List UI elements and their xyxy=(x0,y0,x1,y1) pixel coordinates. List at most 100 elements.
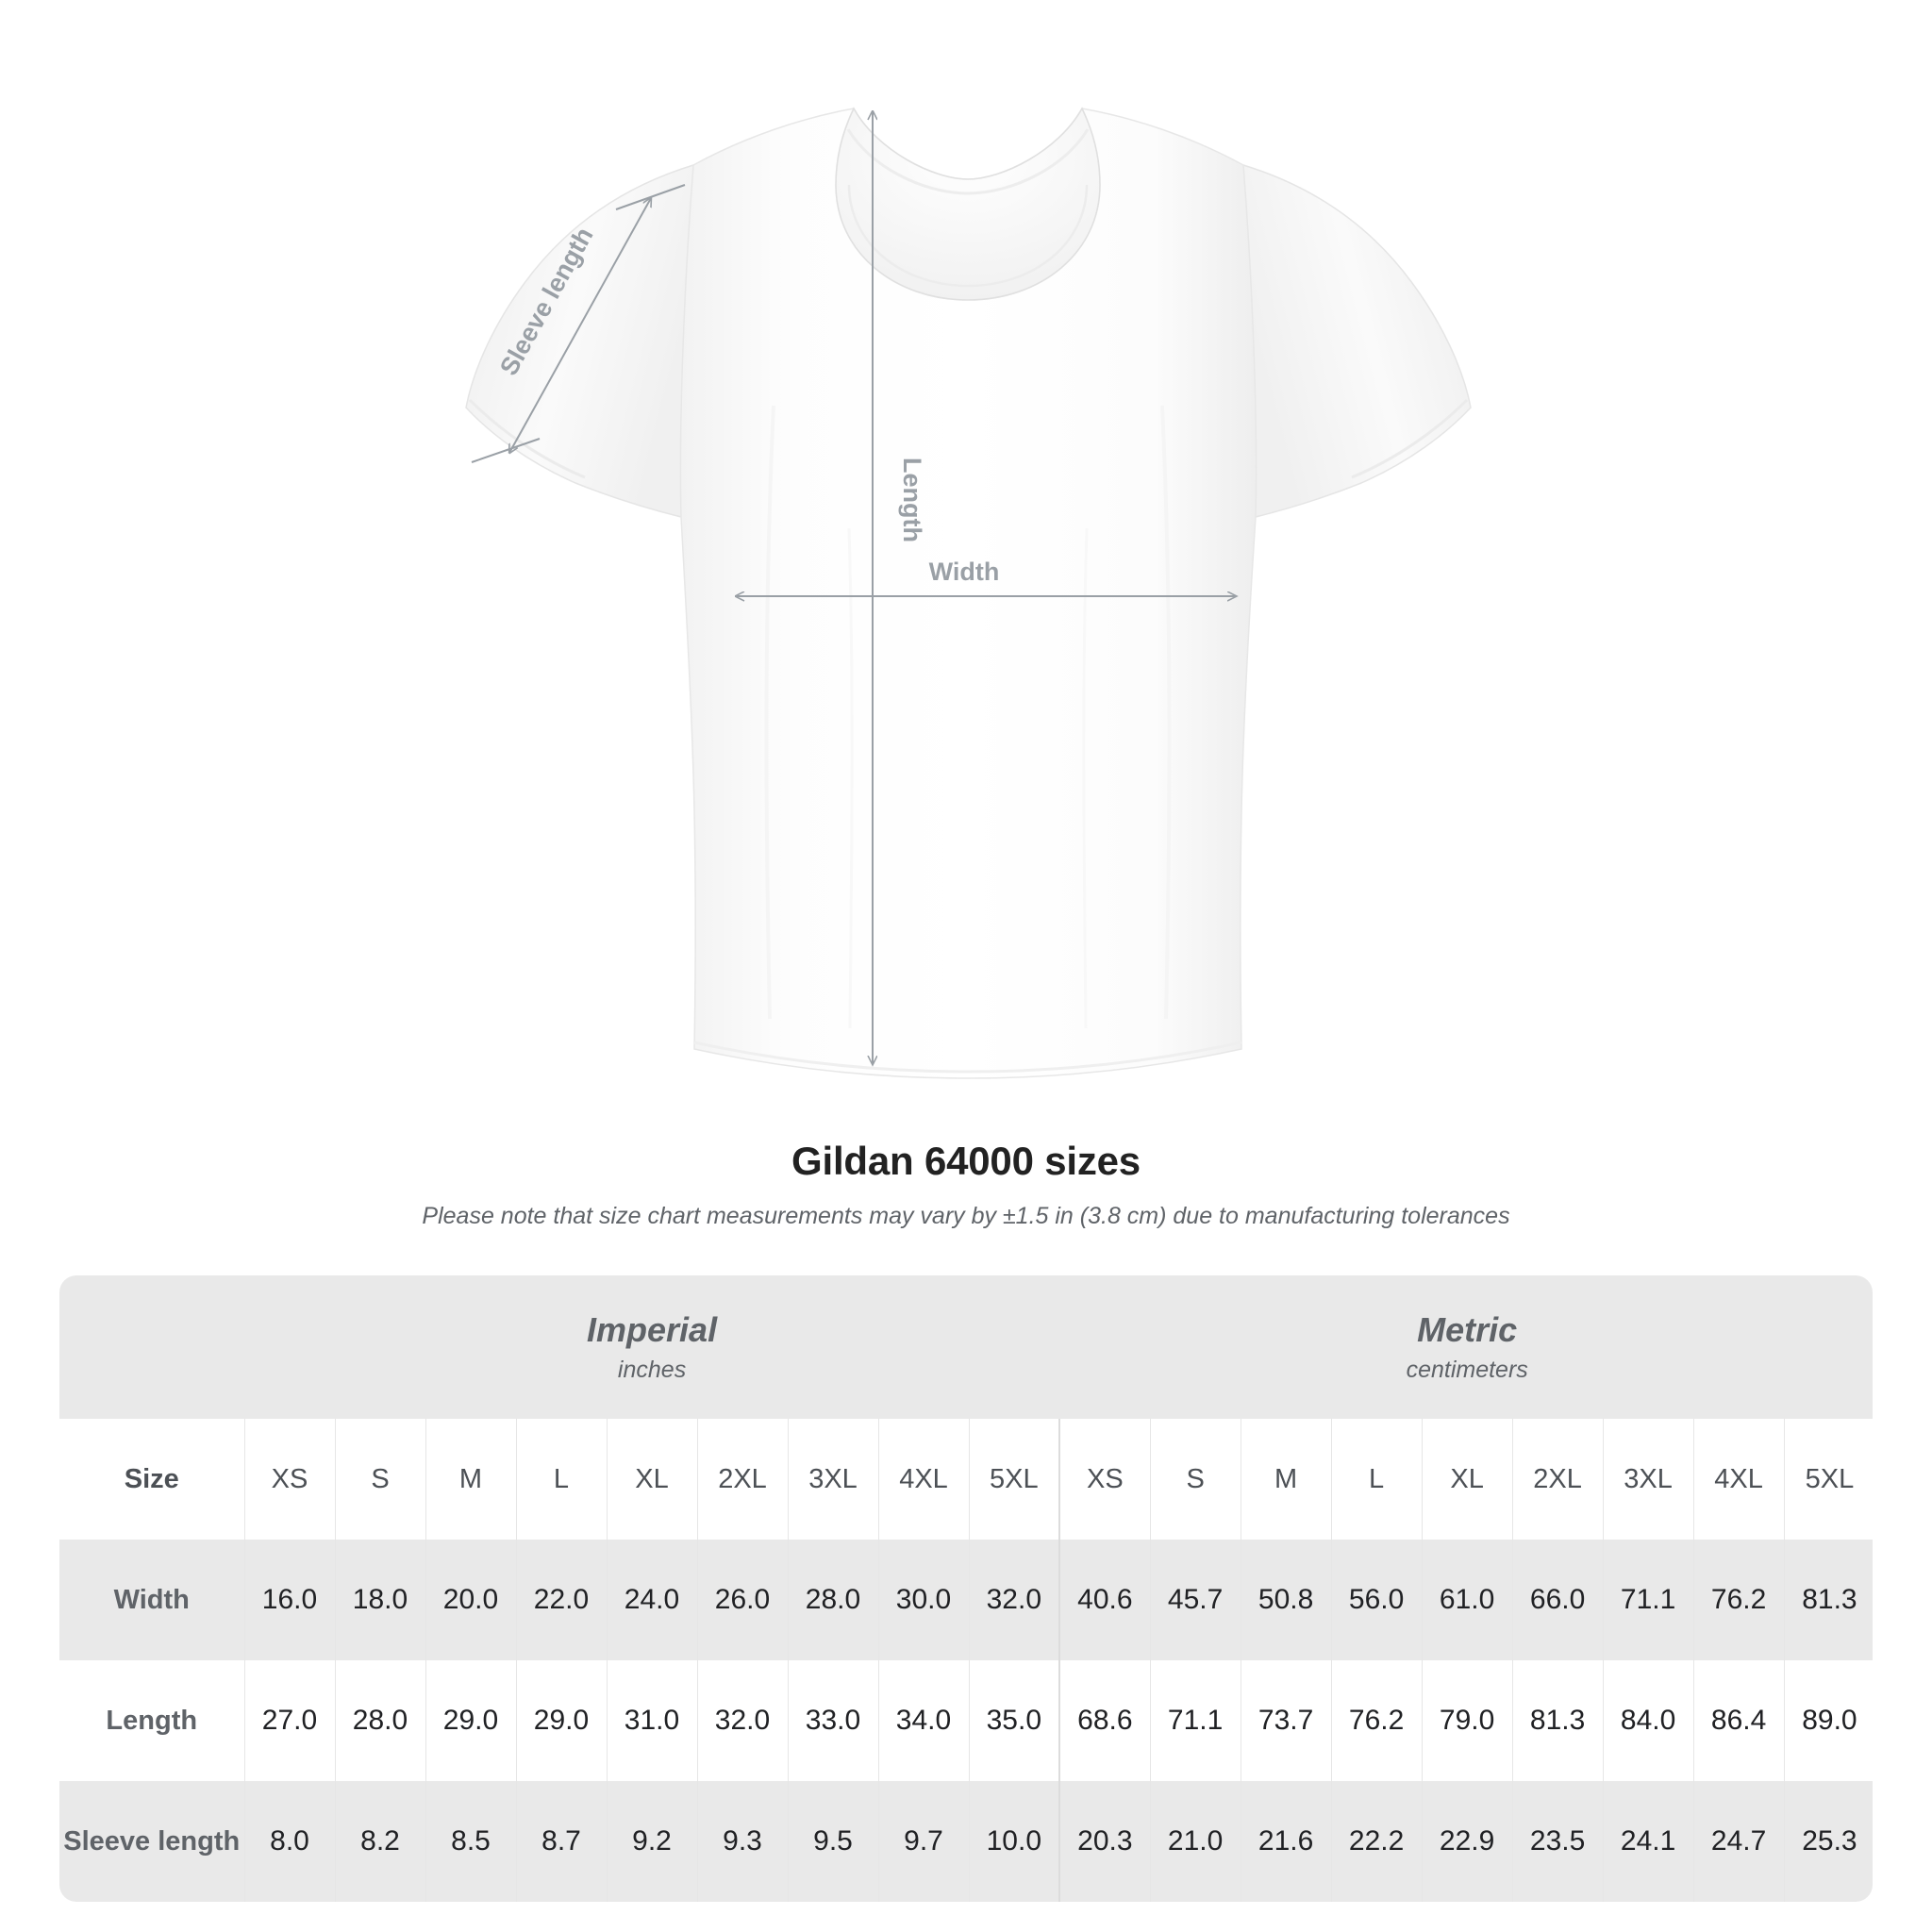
cell-length-metric-m: 73.7 xyxy=(1240,1660,1332,1781)
size-header-imperial-m: M xyxy=(425,1419,516,1540)
cell-sleeve-imperial-2xl: 9.3 xyxy=(696,1781,788,1902)
page-title: Gildan 64000 sizes xyxy=(791,1139,1141,1183)
size-header-label: Size xyxy=(59,1419,244,1540)
cell-sleeve-metric-s: 21.0 xyxy=(1149,1781,1241,1902)
sleeve-length-arrow xyxy=(509,198,651,453)
size-header-imperial-3xl: 3XL xyxy=(787,1419,878,1540)
cell-length-imperial-l: 29.0 xyxy=(515,1660,607,1781)
size-header-imperial-xl: XL xyxy=(606,1419,697,1540)
cell-length-metric-l: 76.2 xyxy=(1330,1660,1423,1781)
size-header-metric-xs: XS xyxy=(1058,1419,1151,1540)
sleeve-tick-top xyxy=(615,184,686,210)
cell-width-metric-3xl: 71.1 xyxy=(1602,1540,1694,1660)
unit-system-metric: Metric centimeters xyxy=(1059,1275,1873,1419)
size-chart-table-container: Imperial inches Metric centimeters Size … xyxy=(59,1275,1873,1902)
cell-sleeve-imperial-l: 8.7 xyxy=(515,1781,607,1902)
cell-width-imperial-xs: 16.0 xyxy=(243,1540,335,1660)
size-header-metric-2xl: 2XL xyxy=(1511,1419,1604,1540)
table-row-length: Length 27.0 28.0 29.0 29.0 31.0 32.0 33.… xyxy=(59,1660,1873,1781)
size-header-imperial-4xl: 4XL xyxy=(877,1419,969,1540)
cell-width-imperial-4xl: 30.0 xyxy=(877,1540,969,1660)
unit-system-imperial: Imperial inches xyxy=(244,1275,1060,1419)
size-header-imperial-l: L xyxy=(515,1419,607,1540)
cell-length-imperial-3xl: 33.0 xyxy=(787,1660,878,1781)
size-header-metric-xl: XL xyxy=(1421,1419,1513,1540)
cell-length-metric-xl: 79.0 xyxy=(1421,1660,1513,1781)
cell-width-metric-5xl: 81.3 xyxy=(1783,1540,1873,1660)
cell-sleeve-metric-m: 21.6 xyxy=(1240,1781,1332,1902)
cell-width-metric-4xl: 76.2 xyxy=(1692,1540,1785,1660)
cell-sleeve-imperial-s: 8.2 xyxy=(334,1781,425,1902)
cell-length-imperial-2xl: 32.0 xyxy=(696,1660,788,1781)
cell-length-metric-4xl: 86.4 xyxy=(1692,1660,1785,1781)
cell-length-imperial-4xl: 34.0 xyxy=(877,1660,969,1781)
unit-system-row: Imperial inches Metric centimeters xyxy=(59,1275,1873,1419)
size-header-metric-m: M xyxy=(1240,1419,1332,1540)
row-label-sleeve-length: Sleeve length xyxy=(59,1781,244,1902)
chart-header: Gildan 64000 sizes Please note that size… xyxy=(0,1137,1932,1231)
tshirt-illustration xyxy=(465,107,1472,1079)
tshirt-measurement-diagram: Width Length Sleeve length xyxy=(465,107,1472,1079)
unit-system-imperial-unit: inches xyxy=(617,1357,687,1383)
cell-width-imperial-l: 22.0 xyxy=(515,1540,607,1660)
cell-length-imperial-m: 29.0 xyxy=(425,1660,516,1781)
cell-width-metric-2xl: 66.0 xyxy=(1511,1540,1604,1660)
size-header-metric-s: S xyxy=(1149,1419,1241,1540)
size-header-imperial-5xl: 5XL xyxy=(968,1419,1060,1540)
size-chart-table: Imperial inches Metric centimeters Size … xyxy=(59,1275,1873,1902)
size-header-metric-l: L xyxy=(1330,1419,1423,1540)
unit-system-metric-name: Metric xyxy=(1417,1310,1518,1349)
cell-sleeve-metric-5xl: 25.3 xyxy=(1783,1781,1873,1902)
row-label-length: Length xyxy=(59,1660,244,1781)
cell-width-metric-m: 50.8 xyxy=(1240,1540,1332,1660)
cell-width-imperial-3xl: 28.0 xyxy=(787,1540,878,1660)
cell-width-imperial-xl: 24.0 xyxy=(606,1540,697,1660)
cell-length-imperial-s: 28.0 xyxy=(334,1660,425,1781)
cell-width-metric-xs: 40.6 xyxy=(1058,1540,1151,1660)
table-row-sleeve-length: Sleeve length 8.0 8.2 8.5 8.7 9.2 9.3 9.… xyxy=(59,1781,1873,1902)
cell-sleeve-metric-4xl: 24.7 xyxy=(1692,1781,1785,1902)
cell-length-metric-s: 71.1 xyxy=(1149,1660,1241,1781)
cell-sleeve-imperial-m: 8.5 xyxy=(425,1781,516,1902)
unit-system-imperial-name: Imperial xyxy=(587,1310,718,1349)
size-header-imperial-xs: XS xyxy=(243,1419,335,1540)
cell-length-imperial-xl: 31.0 xyxy=(606,1660,697,1781)
size-header-metric-3xl: 3XL xyxy=(1602,1419,1694,1540)
cell-sleeve-metric-3xl: 24.1 xyxy=(1602,1781,1694,1902)
unit-row-corner xyxy=(59,1275,244,1419)
cell-length-metric-2xl: 81.3 xyxy=(1511,1660,1604,1781)
cell-length-metric-xs: 68.6 xyxy=(1058,1660,1151,1781)
cell-width-metric-l: 56.0 xyxy=(1330,1540,1423,1660)
cell-sleeve-metric-l: 22.2 xyxy=(1330,1781,1423,1902)
table-row-width: Width 16.0 18.0 20.0 22.0 24.0 26.0 28.0… xyxy=(59,1540,1873,1660)
size-header-metric-4xl: 4XL xyxy=(1692,1419,1785,1540)
size-header-imperial-2xl: 2XL xyxy=(696,1419,788,1540)
cell-sleeve-imperial-4xl: 9.7 xyxy=(877,1781,969,1902)
cell-length-metric-3xl: 84.0 xyxy=(1602,1660,1694,1781)
cell-width-metric-xl: 61.0 xyxy=(1421,1540,1513,1660)
cell-sleeve-imperial-xs: 8.0 xyxy=(243,1781,335,1902)
cell-length-imperial-xs: 27.0 xyxy=(243,1660,335,1781)
size-header-imperial-s: S xyxy=(334,1419,425,1540)
cell-width-imperial-s: 18.0 xyxy=(334,1540,425,1660)
cell-sleeve-metric-xs: 20.3 xyxy=(1058,1781,1151,1902)
size-header-row: Size XS S M L XL 2XL 3XL 4XL 5XL XS S M … xyxy=(59,1419,1873,1540)
label-length: Length xyxy=(898,458,926,542)
cell-width-metric-s: 45.7 xyxy=(1149,1540,1241,1660)
cell-sleeve-imperial-xl: 9.2 xyxy=(606,1781,697,1902)
size-header-metric-5xl: 5XL xyxy=(1783,1419,1873,1540)
cell-sleeve-imperial-3xl: 9.5 xyxy=(787,1781,878,1902)
sleeve-tick-bottom xyxy=(471,438,541,463)
cell-width-imperial-m: 20.0 xyxy=(425,1540,516,1660)
unit-system-metric-unit: centimeters xyxy=(1406,1357,1528,1383)
label-width: Width xyxy=(929,558,1000,586)
row-label-width: Width xyxy=(59,1540,244,1660)
cell-width-imperial-2xl: 26.0 xyxy=(696,1540,788,1660)
cell-sleeve-metric-2xl: 23.5 xyxy=(1511,1781,1604,1902)
cell-width-imperial-5xl: 32.0 xyxy=(968,1540,1060,1660)
cell-length-imperial-5xl: 35.0 xyxy=(968,1660,1060,1781)
measurement-guides xyxy=(471,111,1236,1064)
cell-sleeve-metric-xl: 22.9 xyxy=(1421,1781,1513,1902)
cell-length-metric-5xl: 89.0 xyxy=(1783,1660,1873,1781)
